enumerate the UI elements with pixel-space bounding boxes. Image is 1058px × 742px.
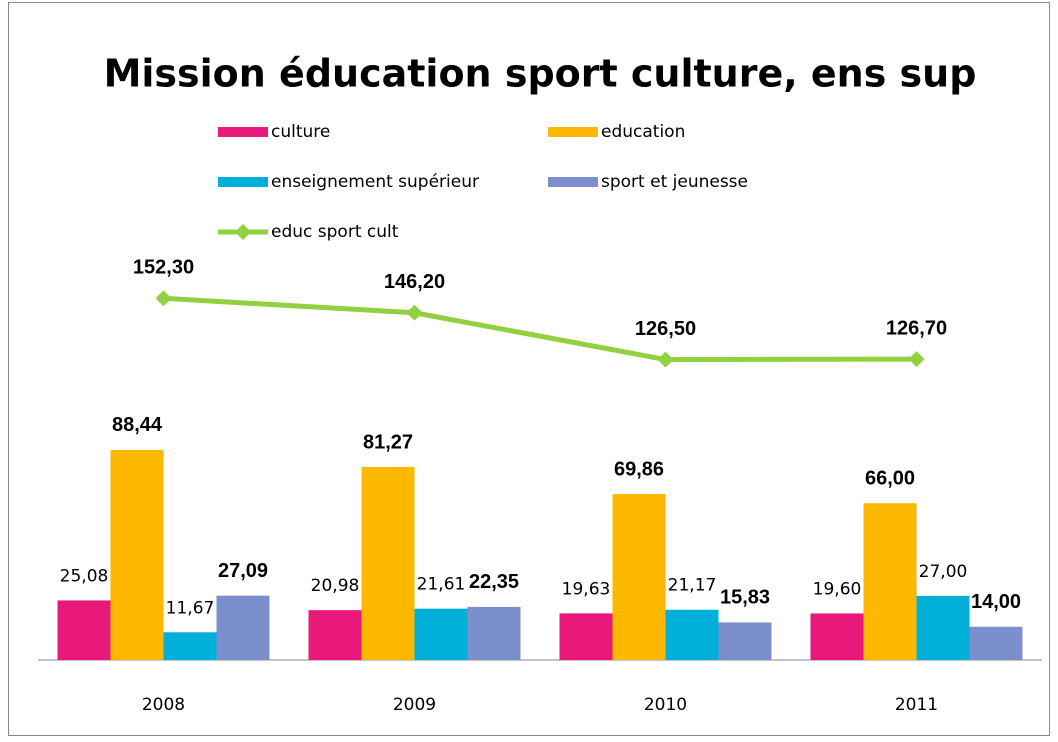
legend-swatch	[218, 177, 268, 187]
legend-swatch	[218, 127, 268, 137]
data-label: 152,30	[133, 257, 194, 279]
data-label: 66,00	[865, 468, 915, 490]
line-marker	[908, 351, 925, 368]
data-label: 20,98	[311, 576, 360, 596]
bar	[612, 494, 666, 660]
x-tick-label: 2009	[393, 695, 436, 715]
bar	[110, 449, 164, 660]
bar	[57, 600, 111, 660]
bar	[969, 626, 1023, 660]
data-label: 88,44	[112, 414, 163, 436]
bar	[718, 622, 772, 660]
data-label: 69,86	[614, 458, 664, 480]
x-tick-label: 2008	[142, 695, 185, 715]
data-label: 11,67	[166, 598, 215, 618]
bar	[863, 503, 917, 660]
data-label: 81,27	[363, 431, 413, 453]
bar	[308, 610, 362, 660]
bar	[216, 595, 270, 660]
x-tick-label: 2010	[644, 695, 687, 715]
data-label: 126,70	[886, 317, 947, 339]
legend-swatch	[548, 127, 598, 137]
legend-label: sport et jeunesse	[601, 172, 748, 192]
data-label: 126,50	[635, 318, 696, 340]
line-marker	[406, 304, 423, 321]
line-marker	[155, 290, 172, 307]
bar	[916, 595, 970, 660]
data-label: 19,63	[562, 579, 611, 599]
line	[163, 295, 917, 363]
data-label: 19,60	[813, 579, 862, 599]
data-label: 146,20	[384, 271, 445, 293]
x-tick-label: 2011	[895, 695, 938, 715]
data-label: 15,83	[720, 587, 770, 609]
data-label: 22,35	[469, 571, 519, 593]
data-label: 21,61	[417, 575, 466, 595]
legend-swatch	[548, 177, 598, 187]
legend-label: culture	[271, 122, 330, 142]
bar	[467, 606, 521, 660]
data-label: 27,09	[218, 560, 268, 582]
legend-label: education	[601, 122, 685, 142]
data-label: 25,08	[60, 566, 109, 586]
legend-label: enseignement supérieur	[271, 172, 479, 192]
bar	[665, 609, 719, 660]
legend-marker	[235, 224, 251, 240]
bar	[163, 632, 217, 660]
chart-title: Mission éducation sport culture, ens sup	[104, 52, 977, 96]
line-marker	[657, 351, 674, 368]
bar	[361, 466, 415, 660]
data-label: 27,00	[919, 562, 968, 582]
bar	[414, 608, 468, 660]
data-label: 21,17	[668, 576, 717, 596]
bar	[559, 613, 613, 660]
bar	[810, 613, 864, 660]
data-label: 14,00	[971, 591, 1021, 613]
legend-label: educ sport cult	[271, 222, 399, 242]
